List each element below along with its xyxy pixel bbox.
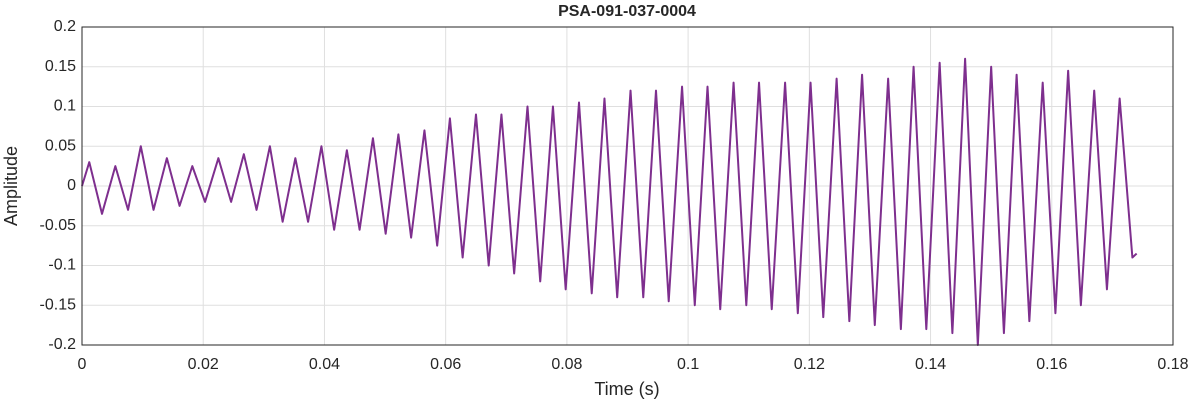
y-axis-label: Amplitude bbox=[1, 146, 21, 226]
y-tick-label: -0.05 bbox=[40, 217, 77, 234]
x-tick-label: 0.04 bbox=[309, 356, 340, 373]
x-tick-label: 0.02 bbox=[188, 356, 219, 373]
series-line bbox=[81, 57, 1138, 346]
x-tick-label: 0.18 bbox=[1157, 356, 1188, 373]
y-tick-label: 0.05 bbox=[45, 137, 76, 154]
y-tick-label: -0.2 bbox=[48, 336, 76, 353]
x-axis-label: Time (s) bbox=[594, 379, 659, 399]
x-tick-label: 0 bbox=[78, 356, 87, 373]
x-tick-label: 0.08 bbox=[551, 356, 582, 373]
x-tick-label: 0.16 bbox=[1036, 356, 1067, 373]
x-tick-label: 0.1 bbox=[677, 356, 699, 373]
plot-frame bbox=[81, 26, 1174, 346]
x-tick-label: 0.12 bbox=[794, 356, 825, 373]
x-tick-label: 0.14 bbox=[915, 356, 946, 373]
y-tick-label: 0.15 bbox=[45, 58, 76, 75]
y-tick-label: 0.1 bbox=[54, 98, 76, 115]
y-tick-label: -0.1 bbox=[48, 257, 76, 274]
y-tick-label: 0 bbox=[67, 177, 76, 194]
chart-title: PSA-091-037-0004 bbox=[558, 3, 696, 20]
y-tick-label: 0.2 bbox=[54, 18, 76, 35]
y-tick-label: -0.15 bbox=[40, 296, 77, 313]
x-tick-label: 0.06 bbox=[430, 356, 461, 373]
